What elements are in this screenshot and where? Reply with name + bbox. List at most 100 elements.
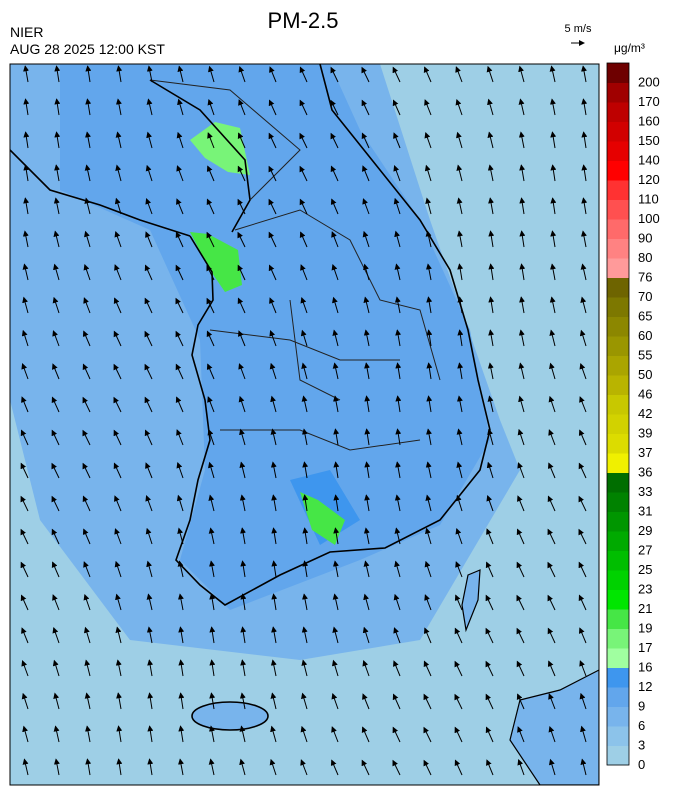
wind-arrow bbox=[53, 725, 60, 743]
colorbar-label: 16 bbox=[638, 660, 652, 675]
wind-arrow bbox=[85, 131, 91, 149]
wind-arrow bbox=[578, 594, 587, 611]
wind-arrow bbox=[144, 363, 153, 380]
wind-arrow bbox=[22, 296, 29, 314]
wind-arrow bbox=[113, 462, 122, 479]
wind-arrow bbox=[209, 560, 215, 578]
wind-arrow bbox=[145, 495, 153, 512]
wind-arrow bbox=[364, 362, 371, 380]
wind-arrow bbox=[84, 197, 91, 215]
wind-arrow bbox=[268, 231, 277, 248]
wind-arrow bbox=[516, 627, 525, 644]
wind-arrow bbox=[299, 66, 308, 83]
wind-arrow bbox=[83, 593, 91, 611]
colorbar-label: 70 bbox=[638, 289, 652, 304]
wind-arrow bbox=[269, 66, 277, 83]
wind-arrow bbox=[488, 296, 495, 314]
colorbar-swatch bbox=[607, 336, 629, 356]
colorbar-label: 12 bbox=[638, 679, 652, 694]
wind-arrow bbox=[52, 659, 60, 677]
wind-arrow bbox=[362, 230, 370, 248]
wind-arrow bbox=[549, 362, 556, 380]
wind-arrow bbox=[82, 330, 91, 347]
wind-arrow bbox=[115, 593, 122, 611]
wind-arrow bbox=[549, 296, 556, 314]
wind-arrow bbox=[144, 264, 153, 281]
wind-arrow bbox=[178, 758, 184, 776]
wind-arrow bbox=[299, 198, 308, 215]
wind-arrow bbox=[85, 98, 92, 116]
colorbar-swatch bbox=[607, 511, 629, 532]
wind-arrow bbox=[115, 131, 122, 149]
wind-arrow bbox=[488, 329, 495, 347]
wind-arrow bbox=[22, 263, 29, 281]
wind-arrow bbox=[270, 461, 277, 479]
wind-arrow bbox=[425, 461, 432, 479]
wind-arrow bbox=[332, 593, 339, 611]
wind-arrow bbox=[176, 131, 184, 149]
wind-arrow bbox=[578, 429, 587, 446]
wind-arrow bbox=[581, 164, 588, 182]
wind-arrow bbox=[456, 461, 463, 479]
wind-arrow bbox=[206, 165, 215, 182]
wind-arrow bbox=[361, 759, 370, 776]
wind-arrow bbox=[208, 461, 215, 479]
wind-arrow bbox=[392, 759, 401, 776]
wind-arrow bbox=[331, 263, 339, 281]
colorbar-label: 6 bbox=[638, 718, 645, 733]
wind-arrow bbox=[485, 726, 494, 743]
colorbar-label: 21 bbox=[638, 601, 652, 616]
wind-arrow bbox=[20, 561, 29, 578]
wind-arrow bbox=[114, 230, 122, 248]
wind-arrow bbox=[269, 362, 277, 380]
wind-arrow bbox=[268, 99, 277, 116]
wind-arrow bbox=[579, 660, 587, 677]
wind-arrow bbox=[581, 131, 588, 149]
wind-arrow bbox=[456, 395, 463, 413]
wind-arrow bbox=[270, 725, 277, 743]
wind-arrow bbox=[550, 131, 557, 149]
wind-arrow bbox=[21, 660, 29, 677]
wind-arrow bbox=[147, 659, 154, 677]
wind-arrow bbox=[114, 264, 122, 281]
colorbar-label: 29 bbox=[638, 523, 652, 538]
wind-arrow bbox=[456, 164, 463, 182]
wind-arrow bbox=[178, 725, 185, 743]
wind-arrow bbox=[333, 527, 340, 545]
wind-arrow bbox=[547, 594, 556, 611]
wind-arrow bbox=[207, 396, 215, 413]
coastline bbox=[10, 64, 491, 606]
wind-arrow bbox=[580, 230, 587, 248]
wind-arrow bbox=[116, 692, 123, 710]
wind-arrow bbox=[580, 725, 587, 743]
wind-arrow bbox=[146, 560, 153, 578]
wind-arrow bbox=[518, 329, 525, 347]
wind-arrow bbox=[208, 725, 215, 743]
wind-arrow bbox=[333, 428, 340, 446]
wind-arrow bbox=[454, 759, 463, 776]
wind-arrow bbox=[82, 396, 91, 413]
wind-arrow bbox=[516, 660, 525, 677]
wind-arrow bbox=[549, 329, 556, 347]
colorbar-label: 76 bbox=[638, 270, 652, 285]
wind-arrow bbox=[238, 395, 246, 413]
wind-arrow bbox=[486, 65, 494, 83]
wind-arrow bbox=[332, 296, 339, 314]
wind-arrow bbox=[207, 132, 215, 149]
wind-arrow bbox=[550, 197, 557, 215]
wind-arrow bbox=[455, 494, 463, 512]
wind-arrow bbox=[206, 363, 215, 380]
wind-arrow bbox=[238, 99, 246, 116]
colorbar-label: 55 bbox=[638, 348, 652, 363]
wind-arrow bbox=[395, 428, 402, 446]
wind-arrow bbox=[519, 164, 526, 182]
wind-arrow bbox=[578, 528, 587, 545]
wind-arrow bbox=[361, 132, 370, 149]
wind-arrow bbox=[550, 230, 557, 248]
wind-arrow bbox=[52, 363, 60, 380]
wind-arrow bbox=[363, 527, 370, 545]
wind-arrow bbox=[269, 330, 277, 347]
wind-arrow bbox=[424, 99, 432, 116]
wind-arrow bbox=[578, 495, 587, 512]
wind-arrow bbox=[208, 758, 215, 776]
